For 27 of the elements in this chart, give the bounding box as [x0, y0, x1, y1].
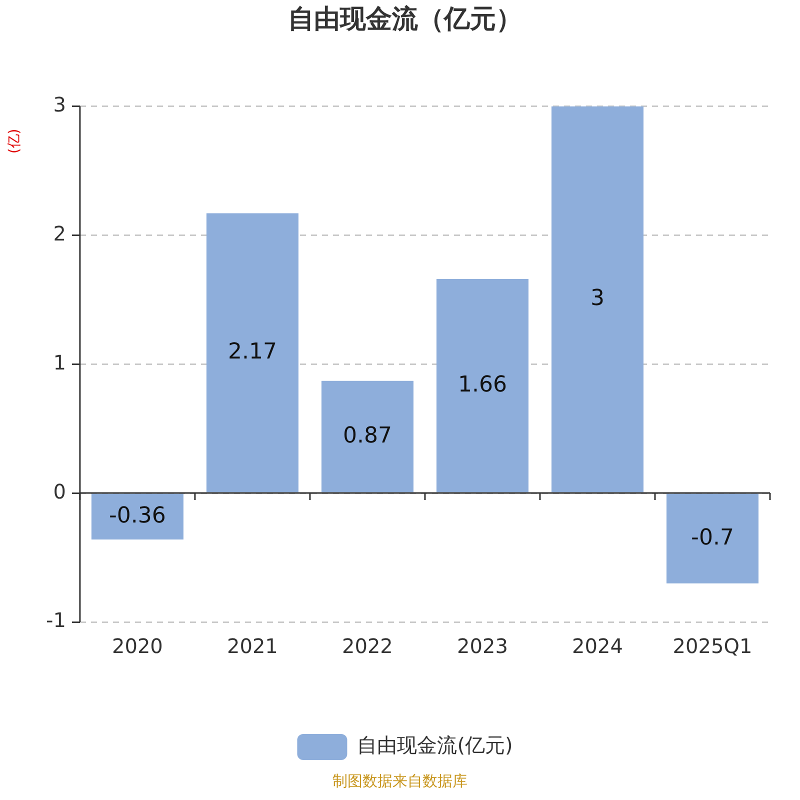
- bar: [321, 380, 414, 492]
- bar: [206, 213, 298, 492]
- y-tick-label: 3: [53, 92, 66, 116]
- chart-title: 自由现金流（亿元）: [288, 4, 522, 34]
- x-tick-label: 2021: [227, 634, 278, 658]
- x-tick-label: 2020: [112, 634, 163, 658]
- y-tick-label: -1: [46, 608, 66, 632]
- data-label: -0.36: [108, 503, 166, 528]
- data-label: -0.7: [691, 525, 734, 550]
- data-label: 0.87: [342, 423, 392, 448]
- bar: [666, 494, 758, 584]
- bar: [436, 278, 528, 492]
- data-label: 2.17: [228, 339, 277, 364]
- legend-label: 自由现金流(亿元): [357, 733, 513, 758]
- bar: [91, 494, 184, 540]
- y-tick-label: 2: [53, 221, 66, 246]
- data-label: 3: [590, 286, 604, 311]
- text: 制图数据来自数据库: [332, 772, 468, 791]
- y-tick-label: 1: [53, 350, 66, 374]
- bar: [551, 106, 644, 492]
- x-tick-label: 2023: [457, 634, 508, 658]
- data-label: 1.66: [458, 372, 507, 398]
- y-axis-title: (亿): [6, 128, 23, 154]
- y-tick-label: 0: [53, 479, 66, 504]
- x-tick-label: 2022: [342, 634, 393, 658]
- x-tick-label: 2025Q1: [672, 634, 752, 658]
- x-tick-label: 2024: [572, 634, 623, 658]
